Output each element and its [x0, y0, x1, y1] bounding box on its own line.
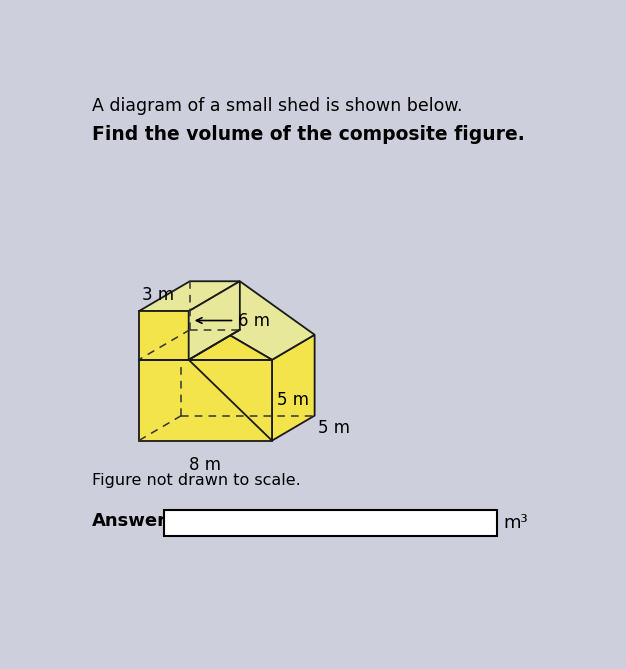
Polygon shape — [139, 311, 188, 360]
Polygon shape — [139, 360, 272, 441]
Text: Answer:: Answer: — [92, 512, 174, 530]
Polygon shape — [188, 281, 240, 360]
Text: Figure not drawn to scale.: Figure not drawn to scale. — [92, 473, 301, 488]
Polygon shape — [272, 334, 315, 441]
Text: 3 m: 3 m — [142, 286, 174, 304]
Text: 5 m: 5 m — [277, 391, 309, 409]
Text: Find the volume of the composite figure.: Find the volume of the composite figure. — [92, 125, 525, 144]
Polygon shape — [188, 281, 315, 360]
Text: m³: m³ — [503, 514, 528, 532]
Text: 6 m: 6 m — [239, 312, 270, 330]
FancyBboxPatch shape — [163, 510, 497, 536]
Polygon shape — [139, 281, 240, 311]
Polygon shape — [188, 311, 272, 441]
Text: 5 m: 5 m — [318, 419, 350, 437]
Text: A diagram of a small shed is shown below.: A diagram of a small shed is shown below… — [92, 97, 463, 115]
Text: 8 m: 8 m — [189, 456, 222, 474]
Polygon shape — [139, 334, 315, 360]
